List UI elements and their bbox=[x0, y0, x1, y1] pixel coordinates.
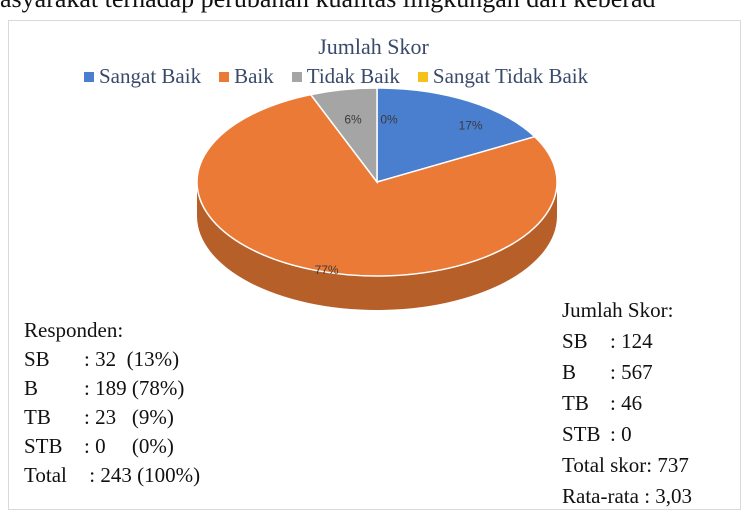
legend-swatch bbox=[84, 71, 94, 82]
row-key: B bbox=[562, 360, 577, 384]
responden-row: TB : 23 (9%) bbox=[24, 403, 200, 432]
row-key: B bbox=[24, 376, 39, 400]
skor-row: STB : 0 bbox=[562, 419, 692, 450]
pie-slice-sangat-baik bbox=[376, 87, 537, 183]
legend-swatch bbox=[291, 71, 302, 82]
legend-swatch bbox=[219, 71, 230, 82]
total-skor: Total skor: 737 bbox=[562, 453, 689, 477]
pie-slice-baik bbox=[196, 93, 558, 277]
data-label-sangat-tidak-baik: 0% bbox=[380, 113, 398, 127]
legend-label: Tidak Baik bbox=[306, 64, 400, 88]
row-value: : 189 (78%) bbox=[84, 376, 185, 400]
responden-row: B : 189 (78%) bbox=[24, 374, 200, 403]
data-label-tidak-baik: 6% bbox=[344, 113, 362, 127]
jumlah-skor-block: Jumlah Skor: SB : 124 B : 567 TB : 46 STB : … bbox=[562, 295, 692, 512]
legend-item-sangat-baik: Sangat Baik bbox=[84, 64, 201, 89]
legend-item-sangat-tidak-baik: Sangat Tidak Baik bbox=[417, 64, 589, 89]
skor-row: TB : 46 bbox=[562, 388, 692, 419]
row-key: SB bbox=[24, 347, 50, 371]
responden-row: SB : 32 (13%) bbox=[24, 345, 200, 374]
skor-row: SB : 124 bbox=[562, 326, 692, 357]
row-value: : 0 bbox=[610, 422, 632, 446]
row-key: TB bbox=[562, 391, 589, 415]
legend-item-tidak-baik: Tidak Baik bbox=[291, 64, 400, 89]
row-key: STB bbox=[24, 434, 63, 458]
row-key: Total bbox=[24, 463, 67, 487]
row-key: STB bbox=[562, 422, 601, 446]
caption-text: asyarakat terhadap perubahan kualitas li… bbox=[0, 0, 747, 14]
data-label-sangat-baik: 17% bbox=[459, 118, 483, 132]
chart-title: Jumlah Skor bbox=[318, 34, 429, 59]
row-value: : 0 (0%) bbox=[84, 434, 174, 458]
row-value: : 124 bbox=[610, 329, 653, 353]
row-key: TB bbox=[24, 405, 51, 429]
row-value: : 567 bbox=[610, 360, 653, 384]
skor-row: B : 567 bbox=[562, 357, 692, 388]
responden-total-row: Total : 243 (100%) bbox=[24, 461, 200, 490]
responden-heading: Responden: bbox=[24, 318, 124, 342]
row-value: : 243 (100%) bbox=[84, 463, 201, 487]
legend-label: Sangat Tidak Baik bbox=[432, 64, 589, 88]
row-key: SB bbox=[562, 329, 588, 353]
row-value: : 23 (9%) bbox=[84, 405, 174, 429]
row-value: : 46 bbox=[610, 391, 643, 415]
responden-row: STB : 0 (0%) bbox=[24, 432, 200, 461]
chart-frame bbox=[8, 20, 741, 510]
legend-label: Baik bbox=[234, 64, 274, 88]
legend-label: Sangat Baik bbox=[99, 64, 202, 88]
pie-side-baik bbox=[197, 182, 557, 310]
row-value: : 32 (13%) bbox=[84, 347, 180, 371]
data-label-baik: 77% bbox=[315, 263, 339, 277]
legend-swatch bbox=[417, 71, 428, 82]
rata-rata: Rata-rata : 3,03 bbox=[562, 484, 693, 508]
pie-slice-tidak-baik bbox=[309, 87, 378, 185]
responden-block: Responden: SB : 32 (13%) B : 189 (78%) TB:… bbox=[24, 316, 200, 490]
jumlah-skor-heading: Jumlah Skor: bbox=[562, 298, 674, 322]
chart-legend: Sangat Baik Baik Tidak Baik Sangat Tidak… bbox=[84, 64, 588, 89]
legend-item-baik: Baik bbox=[219, 64, 274, 89]
